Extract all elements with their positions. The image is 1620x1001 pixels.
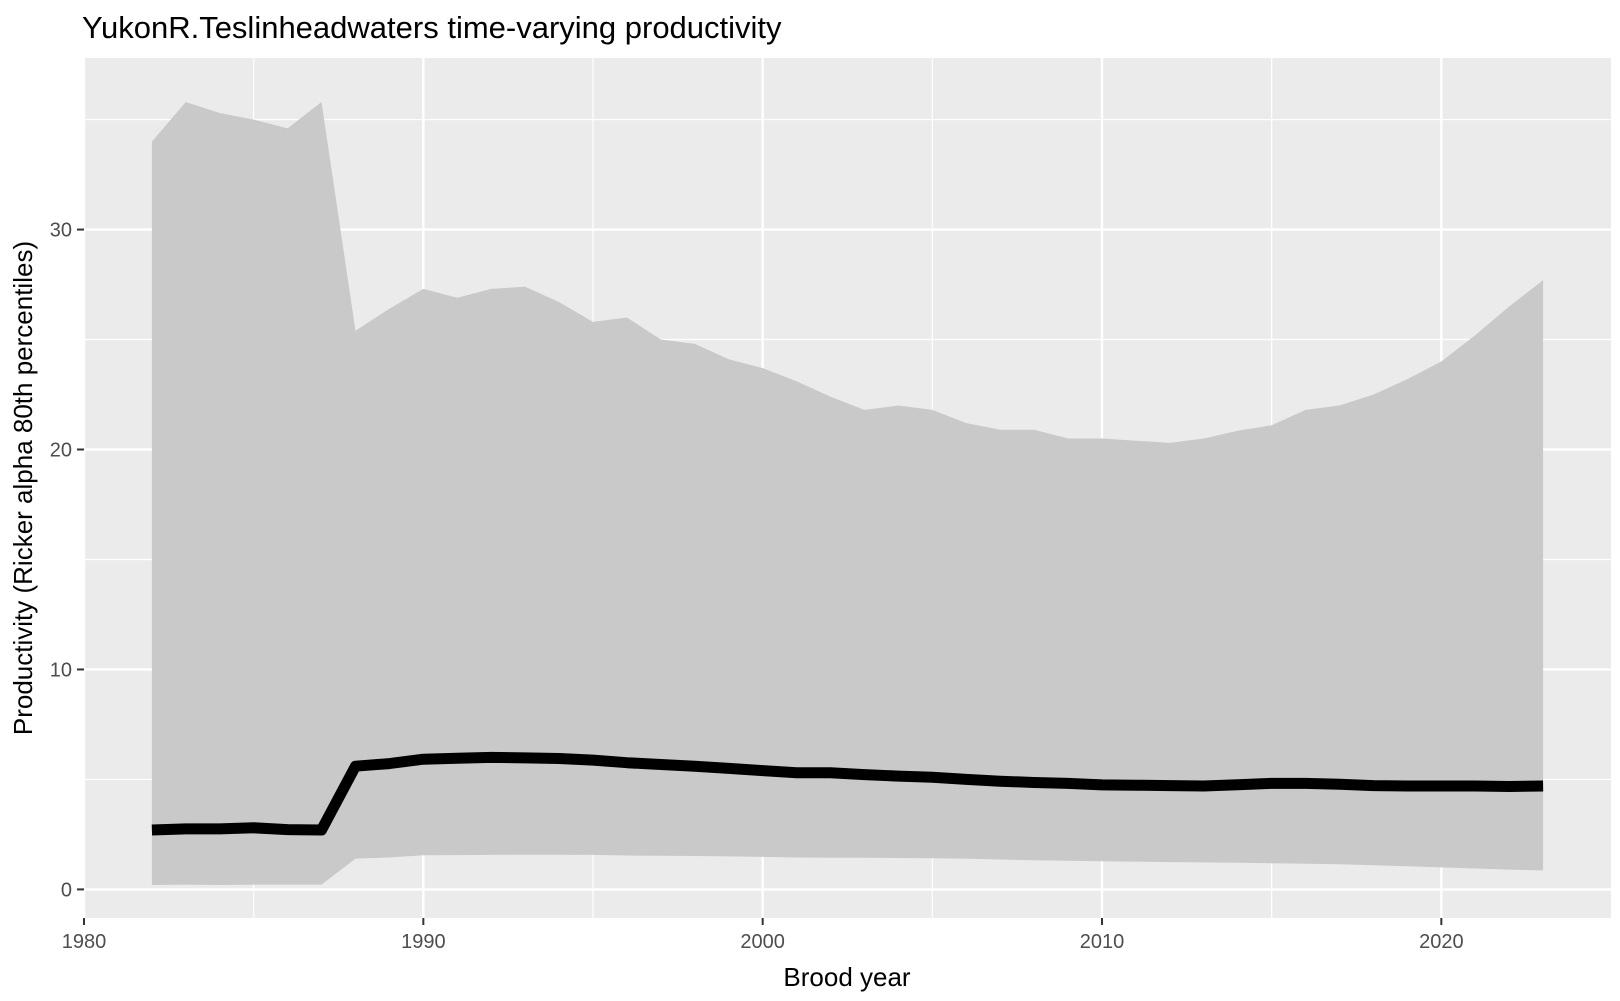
x-tick-label: 2000 <box>740 931 785 953</box>
x-axis-ticks: 1980 1990 2000 2010 2020 <box>62 918 1464 953</box>
y-tick-label: 20 <box>50 440 72 462</box>
median-productivity-line <box>151 751 1544 836</box>
y-axis-title: Productivity (Ricker alpha 80th percenti… <box>8 241 38 735</box>
x-axis-title: Brood year <box>783 962 911 992</box>
y-axis-ticks: 0 10 20 30 <box>50 220 84 901</box>
y-tick-label: 0 <box>61 879 72 901</box>
x-tick-label: 2020 <box>1419 931 1464 953</box>
chart-title: YukonR.Teslinheadwaters time-varying pro… <box>82 10 782 45</box>
x-tick-label: 2010 <box>1080 931 1125 953</box>
x-tick-label: 1980 <box>62 931 107 953</box>
credible-interval-ribbon <box>151 102 1544 885</box>
x-tick-label: 1990 <box>401 931 446 953</box>
y-tick-label: 10 <box>50 659 72 681</box>
y-tick-label: 30 <box>50 220 72 242</box>
